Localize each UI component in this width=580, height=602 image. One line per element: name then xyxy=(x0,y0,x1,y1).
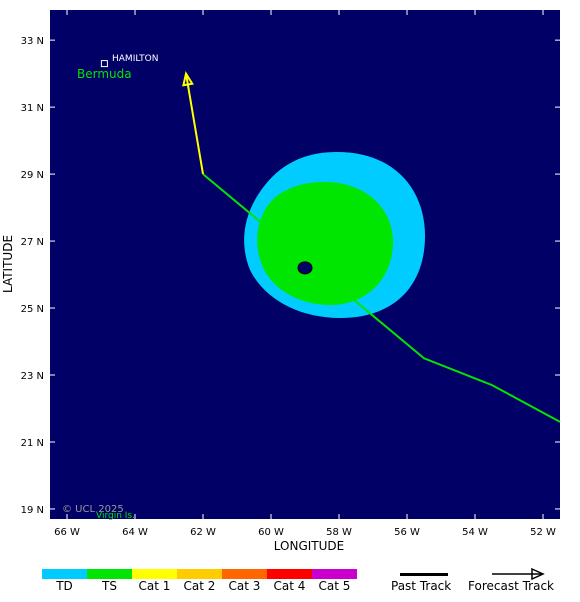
x-tick-label: 58 W xyxy=(326,527,352,538)
forecast-track-legend-label: Forecast Track xyxy=(468,579,554,593)
legend-label-cat-1: Cat 1 xyxy=(138,579,171,593)
y-tick-label: 33 N xyxy=(21,36,44,47)
x-tick-label: 66 W xyxy=(54,527,80,538)
axis-ticks: 66 W 64 W 62 W 60 W 58 W 56 W 54 W 52 W 33 N 31 N… xyxy=(21,10,560,538)
y-tick-label: 29 N xyxy=(21,170,44,181)
past-track-legend-line xyxy=(400,573,448,576)
legend-swatch-cat-2 xyxy=(177,569,222,579)
forecast-track-legend-arrow xyxy=(492,567,545,581)
legend-label-cat-4: Cat 4 xyxy=(273,579,306,593)
y-tick-label: 31 N xyxy=(21,103,44,114)
legend-label-ts: TS xyxy=(102,579,117,593)
forecast-track-line xyxy=(185,73,204,175)
legend-label-cat-5: Cat 5 xyxy=(318,579,351,593)
legend-swatch-cat-4 xyxy=(267,569,312,579)
x-tick-label: 60 W xyxy=(258,527,284,538)
x-tick-label: 56 W xyxy=(394,527,420,538)
x-tick-label: 64 W xyxy=(122,527,148,538)
past-track-line xyxy=(202,173,561,423)
y-tick-label: 27 N xyxy=(21,237,44,248)
x-tick-label: 52 W xyxy=(530,527,556,538)
legend-swatch-cat-5 xyxy=(312,569,357,579)
legend-swatch-td xyxy=(42,569,87,579)
x-tick-label: 62 W xyxy=(190,527,216,538)
legend-label-cat-3: Cat 3 xyxy=(228,579,261,593)
legend-swatch-ts xyxy=(87,569,132,579)
legend-label-cat-2: Cat 2 xyxy=(183,579,216,593)
y-tick-label: 23 N xyxy=(21,371,44,382)
forecast-arrow-head xyxy=(182,71,194,87)
x-axis-label: LONGITUDE xyxy=(274,539,344,553)
wind-fields xyxy=(244,152,425,318)
legend-swatch-cat-1 xyxy=(132,569,177,579)
x-tick-label: 54 W xyxy=(462,527,488,538)
hamilton-label: HAMILTON xyxy=(112,54,158,64)
tropical-storm-inner-wind-field xyxy=(257,182,393,305)
past-track-legend-label: Past Track xyxy=(391,579,452,593)
hamilton-marker xyxy=(100,60,108,68)
y-tick-label: 25 N xyxy=(21,304,44,315)
virgin-islands-label: Virgin Is. xyxy=(96,511,135,521)
storm-center-marker xyxy=(297,261,313,275)
copyright-text: © UCL 2025 xyxy=(62,504,124,515)
legend-swatch-cat-3 xyxy=(222,569,267,579)
y-tick-label: 21 N xyxy=(21,438,44,449)
y-tick-label: 19 N xyxy=(21,505,44,516)
legend-label-td: TD xyxy=(56,579,73,593)
bermuda-label: Bermuda xyxy=(77,67,132,81)
y-axis-label: LATITUDE xyxy=(1,235,15,293)
